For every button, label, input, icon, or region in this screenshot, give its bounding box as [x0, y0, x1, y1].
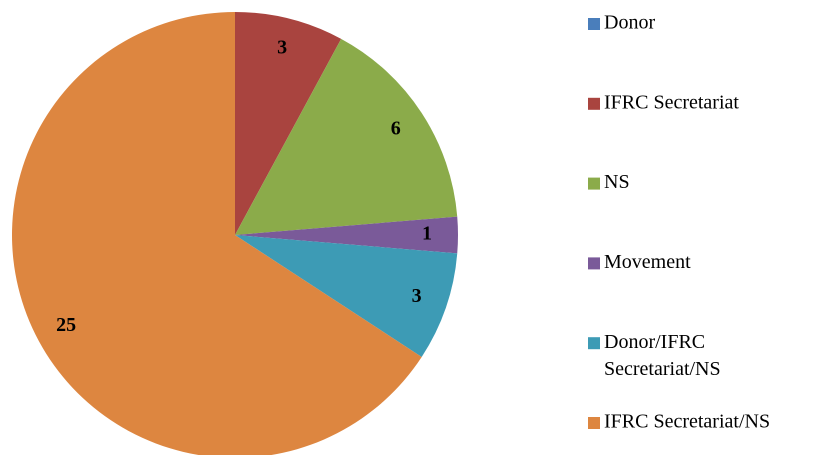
legend-text: Donor [604, 12, 655, 34]
legend-text: IFRC Secretariat [604, 91, 739, 113]
data-label: 3 [277, 36, 287, 58]
data-label: 1 [422, 223, 432, 245]
legend-swatch [588, 257, 600, 270]
legend-text-line: Secretariat/NS [604, 358, 721, 380]
legend-text-line: Donor/IFRC [604, 331, 710, 353]
legend-swatch [588, 97, 600, 110]
legend-swatch [588, 18, 600, 30]
legend-text: IFRC Secretariat/NS [604, 411, 770, 433]
pie-slice [235, 12, 342, 235]
legend-swatch [588, 337, 600, 350]
data-label: 6 [391, 118, 401, 140]
legend-swatch [588, 177, 600, 190]
pie-slice [235, 216, 458, 254]
legend-text: Donor/IFRC Secretariat/NS [604, 331, 721, 380]
pie-slice [235, 235, 458, 357]
legend-text: NS [604, 171, 630, 193]
pie-slice [12, 12, 422, 455]
pie-slice [235, 38, 458, 236]
data-label: 25 [56, 314, 76, 336]
legend-swatch [588, 417, 600, 429]
data-label: 3 [412, 285, 422, 307]
legend-text: Movement [604, 251, 691, 273]
